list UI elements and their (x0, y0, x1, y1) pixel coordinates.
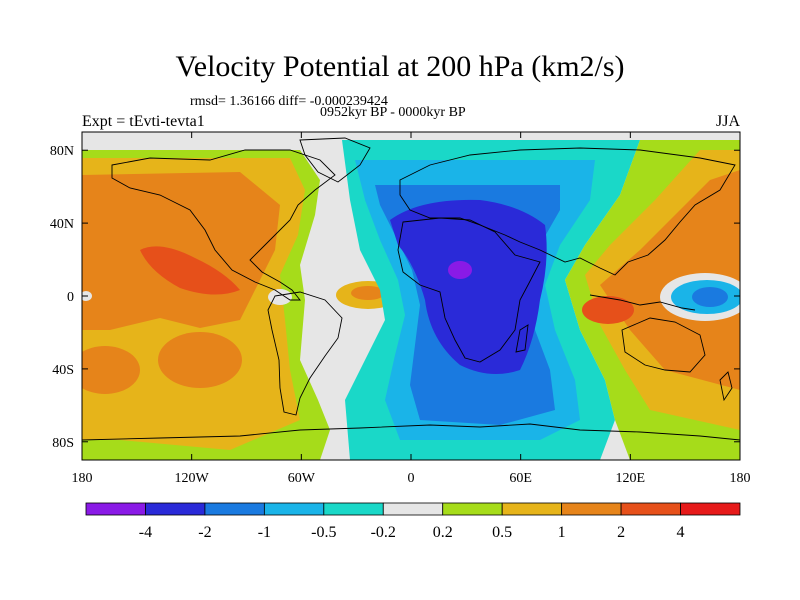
coast-greenland (299, 137, 371, 183)
colorbar: -4 -2 -1 -0.5 -0.2 0.2 0.5 1 2 4 (85, 502, 741, 541)
y-tick-label: 40N (50, 217, 74, 232)
colorbar-label: -0.5 (311, 524, 336, 541)
period-line: 0952kyr BP - 0000kyr BP (320, 105, 466, 120)
africa-minimum (448, 261, 472, 279)
colorbar-swatch (145, 502, 206, 516)
colorbar-swatch (204, 502, 265, 516)
colorbar-label: 0.5 (492, 524, 512, 541)
stats-line: rmsd= 1.36166 diff= -0.000239424 (190, 94, 388, 109)
colorbar-swatch (620, 502, 681, 516)
x-tick-label: 60E (509, 471, 532, 486)
x-tick-label: 180 (72, 471, 93, 486)
map-field (82, 132, 740, 460)
x-tick-label: 0 (408, 471, 415, 486)
y-tick-label: 0 (67, 290, 74, 305)
x-tick-label: 120E (616, 471, 646, 486)
y-tick-label: 80S (52, 436, 74, 451)
colorbar-swatch (382, 502, 444, 516)
colorbar-label: -1 (258, 524, 271, 541)
colorbar-swatch (501, 502, 563, 516)
coastlines (82, 137, 740, 441)
colorbar-swatch (442, 502, 503, 516)
west-pacific-neg2 (692, 287, 728, 307)
colorbar-swatch (561, 502, 622, 516)
y-tick-label: 80N (50, 144, 74, 159)
coast-eurasia (399, 147, 736, 276)
central-america-neutral (268, 289, 292, 305)
season-label: JJA (715, 113, 740, 130)
asia-band-1 (600, 170, 740, 390)
x-axis: 180 120W 60W 0 60E 120E 180 (72, 132, 751, 486)
pacific-band-1-south (158, 332, 242, 388)
colorbar-label: -2 (198, 524, 211, 541)
colorbar-label: 1 (558, 524, 566, 541)
colorbar-swatch (85, 502, 146, 516)
colorbar-label: 4 (677, 524, 685, 541)
atlantic-positive-core (351, 286, 385, 300)
x-tick-label: 60W (288, 471, 316, 486)
colorbar-label: 0.2 (433, 524, 453, 541)
x-tick-label: 180 (730, 471, 751, 486)
pacific-band-1-west (82, 346, 140, 394)
coast-madagascar (515, 324, 529, 353)
pacific-max (140, 246, 240, 295)
coast-australia (621, 317, 706, 373)
x-tick-label: 120W (175, 471, 210, 486)
coast-antarctica (82, 423, 740, 441)
colorbar-label: -4 (139, 524, 152, 541)
maritime-max (582, 296, 634, 324)
africa-negative-2 (390, 199, 547, 374)
y-axis: 80N 40N 0 40S 80S (50, 144, 740, 451)
colorbar-swatch (680, 502, 741, 516)
colorbar-swatch (323, 502, 384, 516)
colorbar-label: -0.2 (371, 524, 396, 541)
coast-south-america (267, 291, 343, 416)
coast-new-zealand (719, 371, 733, 402)
coast-africa (397, 217, 541, 363)
colorbar-swatch (263, 502, 325, 516)
colorbar-label: 2 (617, 524, 625, 541)
chart-title: Velocity Potential at 200 hPa (km2/s) (175, 50, 625, 83)
y-tick-label: 40S (52, 363, 74, 378)
coast-indonesia (589, 294, 696, 311)
experiment-label: Expt = tEvti-tevta1 (82, 113, 205, 130)
